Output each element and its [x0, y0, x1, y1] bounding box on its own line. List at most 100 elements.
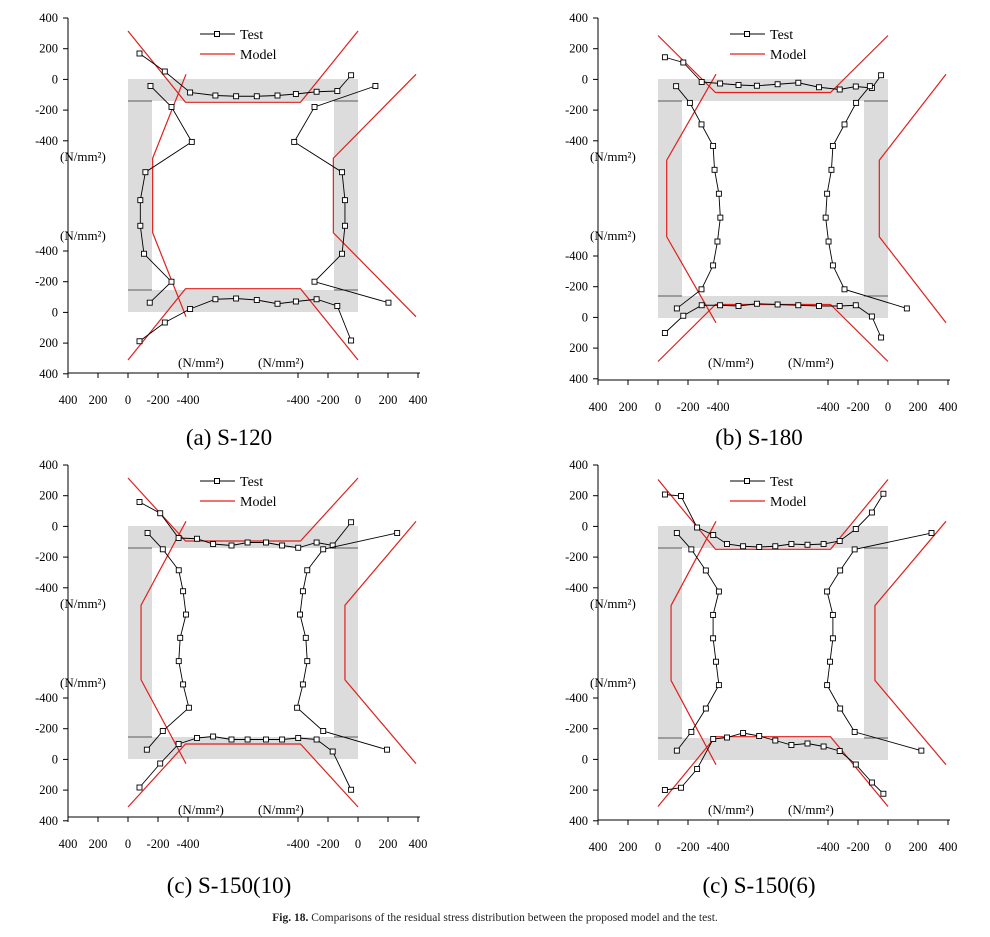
x-tick-label-left: -400 [177, 393, 200, 407]
test-top-point [735, 82, 742, 88]
test-top-point [161, 68, 168, 75]
test-top-point [816, 84, 822, 91]
test-top-point [820, 541, 827, 547]
test-bottom-point [820, 743, 827, 750]
legend-test-marker [744, 31, 750, 37]
test-left-point [140, 250, 147, 257]
y-tick-label-top: 400 [39, 11, 58, 25]
model-series [657, 479, 947, 807]
y-tick-label-top: -400 [565, 134, 588, 148]
bottom-flange-plate [128, 290, 358, 312]
test-left-point [673, 747, 680, 754]
x-tick-label-right: 400 [939, 840, 958, 854]
test-left-point [159, 546, 166, 553]
unit-label-left-bottom: (N/mm²) [60, 228, 106, 243]
y-axis: 400 200 0 -200 -400 -400 -200 0 200 400 [565, 11, 599, 386]
test-right-point [827, 658, 833, 665]
test-left-point [710, 142, 717, 149]
left-web-plate [658, 101, 682, 296]
y-tick-label-bottom: -400 [35, 244, 58, 258]
test-top-point [187, 89, 194, 96]
test-top-point [724, 541, 730, 547]
test-bottom-point [661, 787, 668, 793]
test-right-point [918, 747, 925, 754]
test-bottom-point [212, 296, 219, 303]
x-tick-label-right: -400 [817, 400, 840, 414]
test-bottom-point [756, 733, 763, 739]
test-left-point [168, 104, 175, 110]
test-bottom-point [795, 302, 802, 309]
unit-label-bottom-right: (N/mm²) [788, 802, 834, 817]
caption-label: Fig. 18. [272, 912, 309, 924]
test-top-point [852, 83, 859, 90]
x-tick-label-right: 200 [909, 400, 928, 414]
test-right-point [866, 83, 873, 90]
test-top-point [136, 50, 143, 57]
y-tick-label-top: 0 [52, 519, 58, 533]
test-series [136, 50, 392, 345]
test-right-point [342, 222, 348, 229]
unit-label-bottom-right: (N/mm²) [788, 355, 834, 370]
test-top-point [210, 541, 217, 547]
y-tick-label-bottom: 400 [569, 814, 588, 828]
test-top-point [804, 541, 811, 548]
section-plates [658, 526, 888, 760]
test-series [661, 54, 910, 341]
test-bottom-point [753, 300, 760, 307]
test-left-point [177, 634, 184, 641]
model-line-bottom [127, 743, 359, 808]
legend-model-label: Model [240, 495, 277, 510]
y-tick-label-top: -400 [565, 581, 588, 595]
test-left-point [702, 567, 709, 574]
test-top-point [348, 519, 355, 526]
unit-label-left-top: (N/mm²) [60, 596, 106, 611]
y-tick-label-top: 400 [569, 11, 588, 25]
legend-test-label: Test [240, 475, 263, 490]
test-left-point [673, 305, 680, 312]
x-tick-label-left: 200 [619, 840, 638, 854]
x-tick-label-left: -200 [677, 840, 700, 854]
x-tick-label-right: 0 [885, 840, 891, 854]
test-top-point [795, 79, 802, 86]
x-tick-label-left: 0 [655, 400, 661, 414]
test-bottom-point [210, 733, 217, 740]
bottom-flange-plate [128, 737, 358, 759]
x-axis: 400 200 0 -200 -400 -400 -200 0 200 400 [589, 819, 958, 854]
test-series [661, 490, 935, 797]
test-left-point [715, 682, 722, 689]
legend: Test Model [200, 475, 277, 510]
test-right-point [299, 588, 306, 595]
y-axis: 400 200 0 -200 -400 -400 -200 0 200 400 [565, 458, 599, 828]
test-right-point [829, 142, 836, 149]
y-tick-label-bottom: -400 [35, 691, 58, 705]
test-right-point [297, 611, 303, 618]
legend-test-marker [214, 478, 220, 484]
x-tick-label-right: -200 [847, 840, 870, 854]
left-web-plate [128, 548, 152, 737]
test-top-point [233, 93, 240, 100]
x-tick-label-left: -200 [147, 837, 170, 851]
test-bottom-point [194, 735, 200, 741]
panel-label: (c) S-150(6) [702, 873, 815, 898]
x-tick-label-left: -200 [677, 400, 700, 414]
test-bottom-point [292, 298, 299, 305]
test-bottom-point [836, 303, 843, 309]
test-right-point [339, 250, 345, 257]
test-right-point [394, 530, 401, 536]
test-right-point [829, 635, 836, 642]
test-bottom-point [279, 736, 286, 743]
test-bottom-point [187, 306, 194, 312]
model-line-right [878, 73, 947, 324]
test-bottom-point [740, 730, 747, 736]
test-right-point [841, 286, 848, 293]
test-bottom-point [313, 296, 320, 303]
x-tick-label-right: -200 [847, 400, 870, 414]
test-right-point [822, 214, 829, 221]
model-line-top [127, 477, 359, 542]
unit-label-left-bottom: (N/mm²) [590, 228, 636, 243]
test-bottom-point [244, 736, 251, 743]
test-bottom-point [313, 736, 320, 743]
legend-test-label: Test [770, 475, 793, 490]
unit-label-left-bottom: (N/mm²) [60, 675, 106, 690]
x-tick-label-left: 400 [589, 400, 608, 414]
